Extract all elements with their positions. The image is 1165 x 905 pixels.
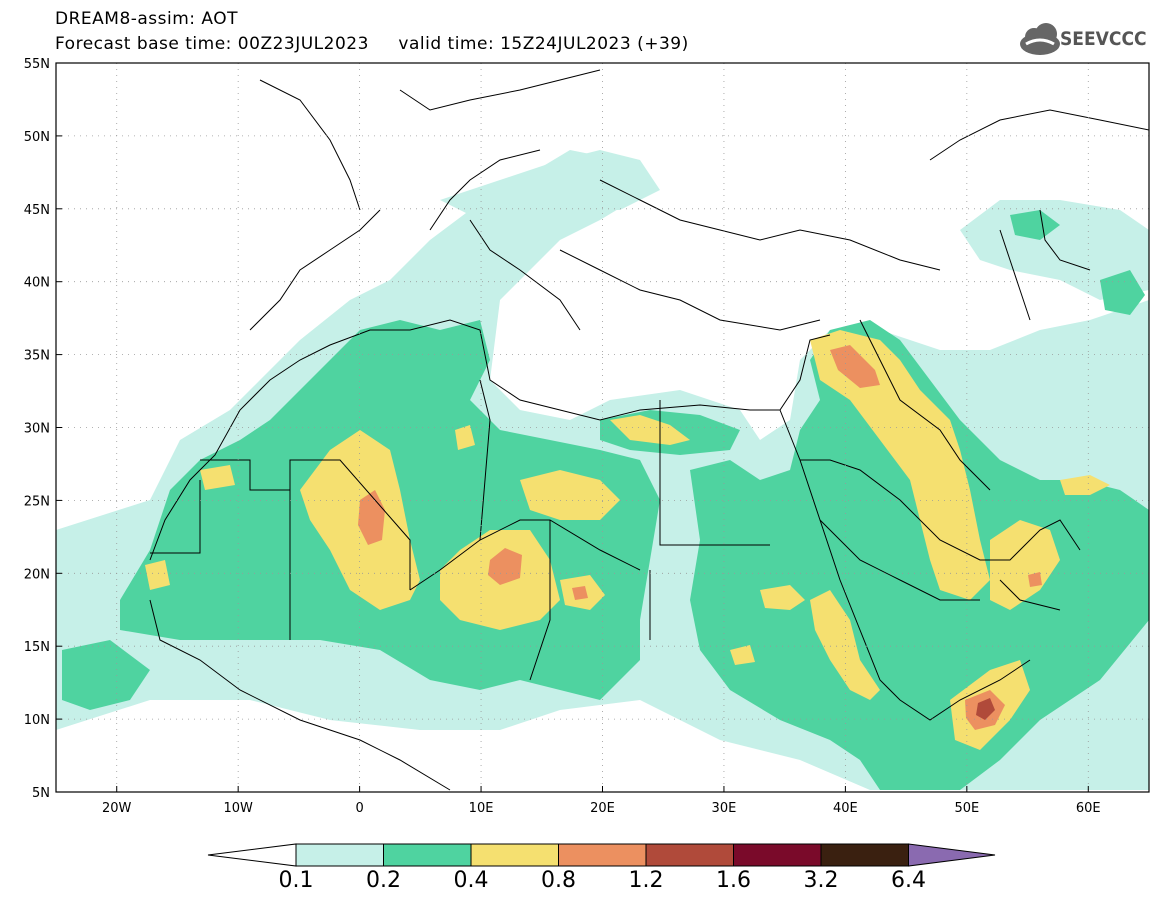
lat-tick-label: 25N bbox=[24, 494, 50, 509]
grid bbox=[56, 63, 1149, 792]
lat-axis: 55N 50N 45N 40N 35N 30N 25N 20N 15N 10N 5N bbox=[24, 57, 62, 801]
colorbar-box bbox=[558, 843, 647, 867]
lat-tick-label: 45N bbox=[24, 203, 50, 218]
logo-text: SEEVCCC bbox=[1060, 28, 1147, 50]
colorbar-box bbox=[733, 843, 822, 867]
colorbar-label: 0.1 bbox=[278, 868, 314, 893]
colorbar-arrow-high bbox=[908, 843, 996, 867]
lon-tick-label: 20W bbox=[102, 801, 132, 816]
lon-tick-label: 60E bbox=[1076, 801, 1101, 816]
lon-tick-label: 40E bbox=[833, 801, 858, 816]
lon-axis: 20W 10W 0 10E 20E 30E 40E 50E 60E bbox=[102, 786, 1101, 816]
lon-tick-label: 10E bbox=[469, 801, 494, 816]
colorbar-box bbox=[820, 843, 909, 867]
colorbar-label: 1.6 bbox=[716, 868, 751, 893]
lon-tick-label: 0 bbox=[355, 801, 363, 816]
colorbar-arrow-low bbox=[207, 843, 297, 867]
aot-field bbox=[56, 150, 1149, 790]
lat-tick-label: 20N bbox=[24, 567, 50, 582]
lat-tick-label: 35N bbox=[24, 349, 50, 364]
lat-tick-label: 50N bbox=[24, 130, 50, 145]
coastlines bbox=[149, 69, 1149, 791]
lat-tick-label: 30N bbox=[24, 422, 50, 437]
colorbar-label: 1.2 bbox=[628, 868, 664, 893]
colorbar-label: 3.2 bbox=[803, 868, 839, 893]
lat-tick-label: 5N bbox=[32, 786, 50, 801]
colorbar-label: 0.4 bbox=[453, 868, 489, 893]
colorbar-label: 0.8 bbox=[541, 868, 576, 893]
lat-tick-label: 40N bbox=[24, 276, 50, 291]
lat-tick-label: 10N bbox=[24, 713, 50, 728]
colorbar-box bbox=[470, 843, 559, 867]
map-title-line1: DREAM8-assim: AOT bbox=[55, 9, 239, 29]
lat-tick-label: 55N bbox=[24, 57, 50, 72]
lon-tick-label: 50E bbox=[954, 801, 979, 816]
colorbar-box bbox=[383, 843, 472, 867]
colorbar-box bbox=[645, 843, 734, 867]
lon-tick-label: 30E bbox=[712, 801, 737, 816]
map-title-line2: Forecast base time: 00Z23JUL2023 valid t… bbox=[55, 34, 689, 54]
lon-tick-label: 10W bbox=[223, 801, 253, 816]
colorbar-label: 6.4 bbox=[891, 868, 926, 893]
colorbar-label: 0.2 bbox=[366, 868, 401, 893]
lat-tick-label: 15N bbox=[24, 640, 50, 655]
lon-tick-label: 20E bbox=[590, 801, 615, 816]
colorbar-box bbox=[295, 843, 384, 867]
seevccc-logo bbox=[1020, 23, 1060, 55]
aot-level-1.2 bbox=[976, 698, 995, 720]
